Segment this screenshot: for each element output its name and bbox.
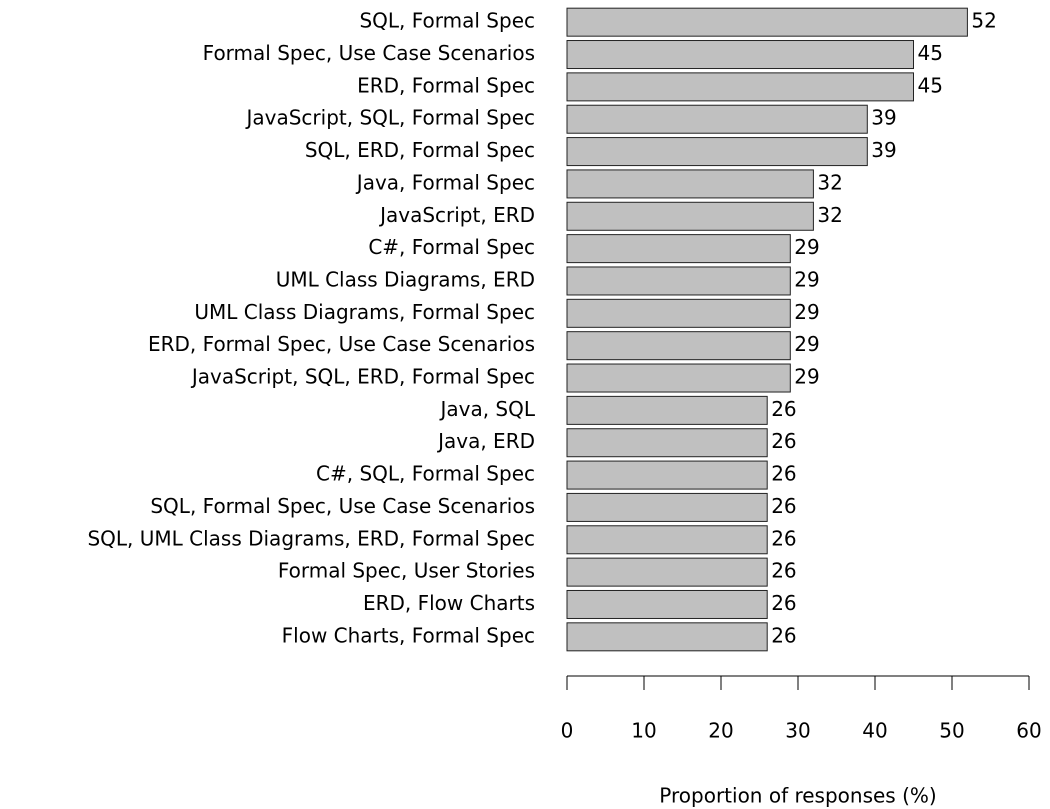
- value-label: 29: [794, 267, 819, 291]
- y-tick-label: Java, ERD: [436, 429, 535, 453]
- value-label: 32: [817, 170, 842, 194]
- x-tick-label: 40: [862, 719, 887, 743]
- y-tick-label: C#, SQL, Formal Spec: [316, 462, 535, 486]
- y-tick-label: SQL, UML Class Diagrams, ERD, Formal Spe…: [87, 526, 535, 550]
- value-label: 29: [794, 235, 819, 259]
- value-label: 52: [971, 9, 996, 33]
- value-label: 26: [771, 429, 796, 453]
- bar: [566, 557, 768, 587]
- value-label: 26: [771, 559, 796, 583]
- x-axis-label: Proportion of responses (%): [659, 784, 936, 808]
- bar: [566, 40, 914, 70]
- bar: [566, 72, 914, 102]
- y-tick-label: Flow Charts, Formal Spec: [282, 623, 535, 647]
- y-tick-label: UML Class Diagrams, ERD: [276, 267, 535, 291]
- value-label: 26: [771, 623, 796, 647]
- y-tick-label: Java, SQL: [438, 397, 535, 421]
- bar: [566, 298, 791, 328]
- y-tick-label: Java, Formal Spec: [355, 170, 535, 194]
- y-tick-label: Formal Spec, User Stories: [278, 559, 535, 583]
- x-tick-label: 60: [1016, 719, 1041, 743]
- value-label: 29: [794, 365, 819, 389]
- y-tick-label: ERD, Flow Charts: [363, 591, 535, 615]
- x-tick-label: 20: [708, 719, 733, 743]
- y-tick-label: C#, Formal Spec: [368, 235, 535, 259]
- bar: [566, 169, 814, 199]
- value-label: 45: [918, 41, 943, 65]
- bar: [566, 589, 768, 619]
- value-label: 29: [794, 300, 819, 324]
- bar: [566, 331, 791, 361]
- value-label: 39: [871, 106, 896, 130]
- bar: [566, 622, 768, 652]
- x-tick-label: 30: [785, 719, 810, 743]
- value-label: 26: [771, 494, 796, 518]
- y-tick-label: Formal Spec, Use Case Scenarios: [203, 41, 535, 65]
- bar: [566, 363, 791, 393]
- bar: [566, 395, 768, 425]
- y-tick-label: SQL, Formal Spec: [359, 9, 535, 33]
- bar: [566, 7, 968, 37]
- bar: [566, 428, 768, 458]
- value-label: 26: [771, 591, 796, 615]
- y-tick-label: ERD, Formal Spec, Use Case Scenarios: [148, 332, 535, 356]
- bar: [566, 104, 868, 134]
- value-label: 26: [771, 397, 796, 421]
- value-label: 39: [871, 138, 896, 162]
- y-tick-label: JavaScript, SQL, Formal Spec: [244, 106, 535, 130]
- y-tick-label: ERD, Formal Spec: [357, 73, 535, 97]
- bar: [566, 492, 768, 522]
- y-tick-label: SQL, ERD, Formal Spec: [305, 138, 535, 162]
- bar: [566, 266, 791, 296]
- value-label: 26: [771, 462, 796, 486]
- y-tick-label: JavaScript, SQL, ERD, Formal Spec: [190, 365, 535, 389]
- bar: [566, 137, 868, 167]
- value-label: 29: [794, 332, 819, 356]
- bar: [566, 201, 814, 231]
- bar: [566, 525, 768, 555]
- y-tick-label: JavaScript, ERD: [378, 203, 535, 227]
- y-tick-label: UML Class Diagrams, Formal Spec: [194, 300, 535, 324]
- bar: [566, 460, 768, 490]
- value-label: 32: [817, 203, 842, 227]
- value-label: 26: [771, 526, 796, 550]
- x-tick-label: 0: [561, 719, 574, 743]
- value-label: 45: [918, 73, 943, 97]
- y-tick-label: SQL, Formal Spec, Use Case Scenarios: [150, 494, 535, 518]
- x-tick-label: 50: [939, 719, 964, 743]
- x-tick-label: 10: [631, 719, 656, 743]
- bar: [566, 234, 791, 264]
